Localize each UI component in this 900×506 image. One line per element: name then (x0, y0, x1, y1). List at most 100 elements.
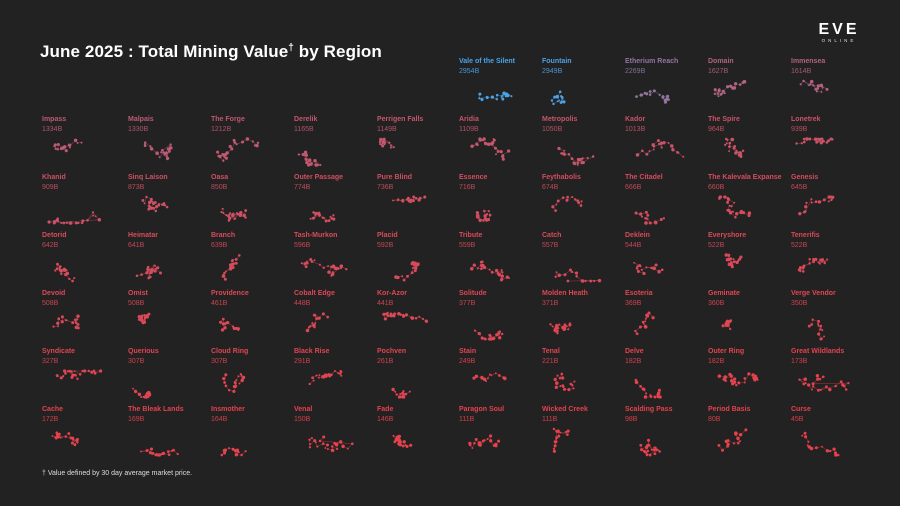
map-system-dot (477, 331, 481, 336)
map-system-dot (483, 141, 488, 146)
map-system-dot (747, 211, 752, 215)
map-system-dot (153, 269, 157, 273)
region-name: Paragon Soul (459, 406, 505, 413)
map-system-dot (334, 266, 338, 271)
region-name: Cache (42, 406, 64, 413)
map-system-dot (496, 150, 500, 153)
map-system-dot (567, 328, 570, 331)
region-panel-derelik: Derelik 1165B (294, 116, 376, 174)
map-system-dot (817, 200, 822, 204)
region-panel-molden-heath: Molden Heath 371B (542, 290, 624, 348)
map-system-dot (724, 253, 729, 257)
map-system-dot (311, 376, 314, 380)
region-value: 544B (625, 242, 642, 249)
map-system-dot (718, 195, 722, 199)
map-system-dot (597, 278, 602, 283)
map-system-dot (167, 149, 171, 153)
map-system-dot (149, 145, 152, 148)
region-map (378, 137, 395, 149)
map-system-dot (572, 161, 576, 165)
region-map (478, 91, 513, 102)
map-system-dot (234, 384, 238, 387)
map-system-dot (317, 376, 320, 379)
map-system-dot (418, 315, 421, 318)
map-system-dot (639, 212, 643, 216)
map-system-dot (309, 325, 312, 328)
region-value: 1614B (791, 68, 812, 75)
region-panel-tenerifis: Tenerifis 522B (791, 232, 873, 290)
region-value: 639B (211, 242, 228, 249)
map-system-dot (802, 270, 805, 273)
map-system-dot (818, 378, 822, 381)
map-system-dot (317, 316, 321, 320)
region-panel-wicked-creek: Wicked Creek 111B (542, 406, 624, 464)
region-value: 641B (128, 242, 145, 249)
map-system-dot (641, 320, 645, 324)
map-system-dot (487, 337, 492, 341)
region-map (394, 260, 420, 282)
map-system-dot (563, 273, 567, 276)
map-system-dot (652, 89, 656, 93)
region-name: Branch (211, 232, 236, 239)
region-value: 80B (708, 416, 721, 423)
region-panel-pochven: Pochven 261B (377, 348, 459, 406)
map-system-dot (821, 86, 824, 89)
map-link (162, 144, 171, 151)
map-system-dot (55, 267, 59, 270)
map-system-dot (76, 323, 80, 326)
map-system-dot (484, 216, 487, 219)
map-system-dot (808, 262, 811, 265)
map-system-dot (404, 313, 408, 317)
map-system-dot (244, 216, 247, 219)
map-system-dot (644, 317, 647, 320)
map-system-dot (738, 83, 742, 86)
map-system-dot (341, 444, 345, 449)
map-system-dot (232, 389, 236, 393)
map-system-dot (739, 155, 743, 158)
map-system-dot (579, 204, 583, 207)
region-name: Heimatar (128, 232, 158, 239)
map-system-dot (568, 322, 572, 325)
region-name: Insmother (211, 406, 245, 413)
map-system-dot (642, 271, 646, 276)
map-system-dot (397, 198, 400, 201)
map-system-dot (642, 449, 646, 453)
region-name: Deklein (625, 232, 650, 239)
map-system-dot (308, 446, 312, 449)
map-system-dot (486, 437, 489, 441)
map-system-dot (666, 94, 670, 98)
map-system-dot (502, 154, 505, 156)
map-system-dot (584, 279, 587, 283)
region-map (798, 195, 835, 216)
map-system-dot (163, 203, 167, 207)
map-system-dot (497, 439, 501, 443)
map-system-dot (240, 453, 243, 457)
region-panel-detorid: Detorid 642B (42, 232, 124, 290)
map-system-dot (638, 264, 642, 267)
map-system-dot (721, 324, 725, 328)
map-system-dot (154, 267, 157, 270)
logo-sub: ONLINE (821, 38, 857, 43)
region-panel-period-basis: Period Basis 80B (708, 406, 790, 464)
region-panel-verge-vendor: Verge Vendor 350B (791, 290, 873, 348)
region-panel-tribute: Tribute 559B (459, 232, 541, 290)
map-system-dot (393, 440, 397, 444)
map-system-dot (231, 325, 235, 328)
map-system-dot (309, 162, 313, 166)
region-panel-cloud-ring: Cloud Ring 307B (211, 348, 293, 406)
region-map (724, 137, 745, 158)
map-system-dot (383, 143, 386, 146)
map-link (311, 261, 321, 265)
map-system-dot (844, 388, 848, 391)
map-system-dot (726, 85, 730, 89)
region-name: Vale of the Silent (459, 58, 516, 65)
map-link (159, 152, 164, 158)
map-system-dot (145, 195, 148, 199)
map-system-dot (495, 93, 499, 97)
region-value: 377B (459, 300, 476, 307)
map-system-dot (646, 449, 650, 453)
map-system-dot (565, 325, 568, 328)
map-system-dot (549, 323, 552, 326)
region-panel-kor-azor: Kor-Azor 441B (377, 290, 459, 348)
map-system-dot (499, 149, 503, 154)
